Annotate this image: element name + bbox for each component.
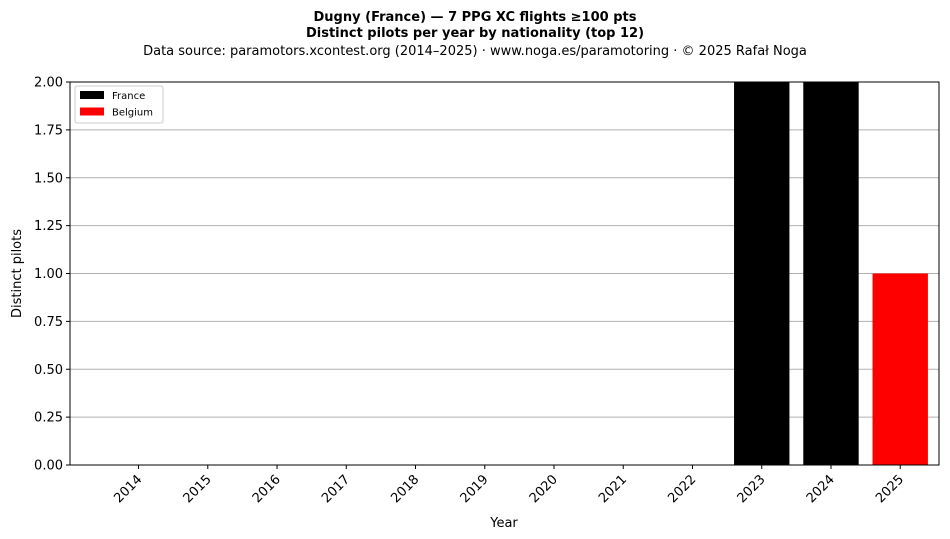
bars [734, 82, 928, 465]
legend-label-france: France [112, 91, 145, 102]
x-tick-label: 2014 [111, 472, 145, 506]
y-axis-ticks: 0.00 0.25 0.50 0.75 1.00 1.25 1.50 1.75 2.00 [34, 76, 70, 474]
bar-france-2023 [734, 82, 790, 465]
x-axis-ticks: 2014 2015 2016 2017 2018 2019 2020 2021 2022 2023… [111, 465, 907, 506]
chart-title: Dugny (France) — 7 PPG XC flights ≥100 p… [314, 10, 637, 25]
legend-swatch-france [80, 91, 104, 99]
x-tick-label: 2016 [250, 472, 284, 506]
x-axis-label: Year [489, 516, 518, 531]
legend-label-belgium: Belgium [112, 108, 153, 119]
legend-swatch-belgium [80, 107, 104, 116]
x-tick-label: 2025 [873, 472, 907, 506]
bar-france-2024 [803, 82, 859, 465]
x-tick-label: 2017 [319, 472, 353, 506]
x-tick-label: 2018 [388, 472, 422, 506]
bar-belgium-2025 [872, 273, 928, 465]
chart-source-note: Data source: paramotors.xcontest.org (20… [143, 44, 807, 59]
x-tick-label: 2020 [527, 472, 561, 506]
x-tick-label: 2024 [804, 472, 838, 506]
legend: France Belgium [74, 85, 164, 124]
x-tick-label: 2021 [596, 472, 630, 506]
gridlines [70, 129, 939, 418]
x-tick-label: 2023 [735, 472, 769, 506]
y-tick-label: 2.00 [34, 76, 63, 91]
y-tick-label: 0.25 [34, 411, 63, 426]
x-tick-label: 2015 [181, 472, 215, 506]
y-tick-label: 1.75 [34, 123, 63, 138]
chart-subtitle: Distinct pilots per year by nationality … [306, 26, 644, 41]
y-tick-label: 1.25 [34, 219, 63, 234]
y-axis-label: Distinct pilots [10, 229, 25, 318]
y-tick-label: 1.50 [34, 171, 63, 186]
y-tick-label: 0.00 [34, 459, 63, 474]
y-tick-label: 1.00 [34, 267, 63, 282]
y-tick-label: 0.50 [34, 363, 63, 378]
x-tick-label: 2019 [458, 472, 492, 506]
x-tick-label: 2022 [665, 472, 699, 506]
y-tick-label: 0.75 [34, 315, 63, 330]
